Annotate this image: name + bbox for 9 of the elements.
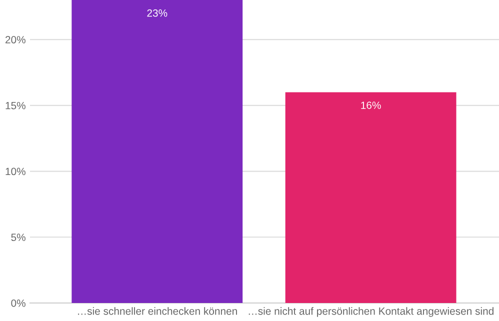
data-label: 23%: [147, 9, 168, 17]
x-tick-label: …sie schneller einchecken können: [78, 307, 237, 315]
data-label: 16%: [361, 102, 381, 109]
y-tick-label: 10%: [6, 168, 26, 176]
y-tick-label: 0%: [11, 300, 26, 307]
y-tick-label: 5%: [11, 234, 26, 242]
y-tick-label: 15%: [6, 102, 26, 110]
x-tick-label: …sie nicht auf persönlichen Kontakt angewiesen sind: [248, 307, 494, 317]
y-tick-label: 20%: [6, 36, 26, 44]
